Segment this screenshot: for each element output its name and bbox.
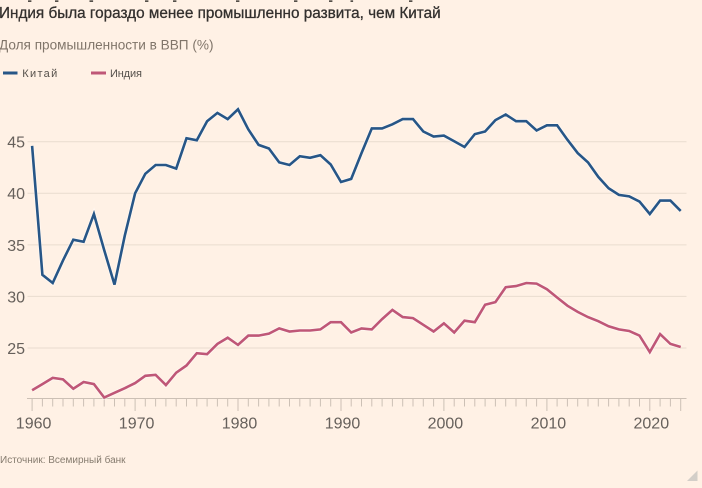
svg-text:1970: 1970	[119, 416, 155, 433]
svg-text:Доля промышленности в ВВП (%): Доля промышленности в ВВП (%)	[0, 37, 213, 52]
svg-text:45: 45	[7, 135, 25, 152]
svg-text:1960: 1960	[16, 416, 52, 433]
svg-text:2020: 2020	[634, 416, 670, 433]
svg-text:Индия была гораздо менее промы: Индия была гораздо менее промышленно раз…	[0, 5, 441, 22]
svg-text:2010: 2010	[531, 416, 567, 433]
svg-text:35: 35	[7, 238, 25, 255]
svg-text:40: 40	[7, 186, 25, 203]
svg-text:Источник: Всемирный банк: Источник: Всемирный банк	[0, 454, 126, 466]
svg-text:2000: 2000	[428, 416, 464, 433]
svg-text:1980: 1980	[222, 416, 258, 433]
svg-text:30: 30	[7, 289, 25, 306]
svg-text:25: 25	[7, 341, 25, 358]
svg-text:Индия: Индия	[110, 68, 142, 80]
svg-text:1990: 1990	[325, 416, 361, 433]
svg-text:Китай: Китай	[22, 68, 58, 80]
